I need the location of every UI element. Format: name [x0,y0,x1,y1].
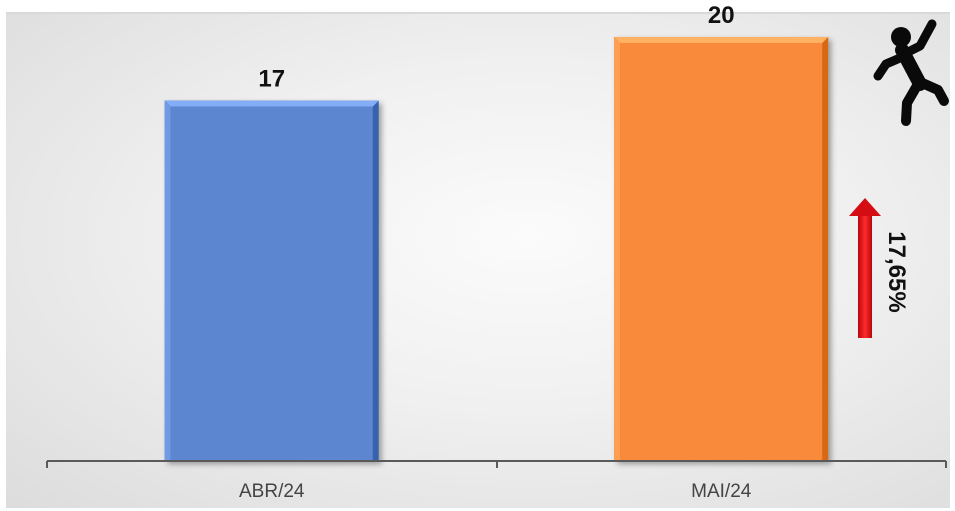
growth-arrow-icon [849,198,881,338]
bar-face [620,42,823,461]
x-tick-label: ABR/24 [239,481,305,502]
bars-layer [164,36,829,461]
bar-face [170,106,373,461]
bar-value-label: 17 [258,66,285,93]
running-person-icon [873,19,949,126]
bar-bevel-top [614,36,829,43]
bar-bevel-left [164,100,171,461]
x-axis [46,460,947,468]
x-tick-labels: ABR/24 MAI/24 [239,481,752,502]
bar-value-label: 20 [708,2,735,29]
bar [614,36,829,461]
bar-bevel-left [614,36,621,461]
growth-percentage-label: 17,65% [883,231,910,312]
x-tick-label: MAI/24 [691,481,752,502]
bar-bevel-top [164,100,379,107]
bar [164,100,379,461]
